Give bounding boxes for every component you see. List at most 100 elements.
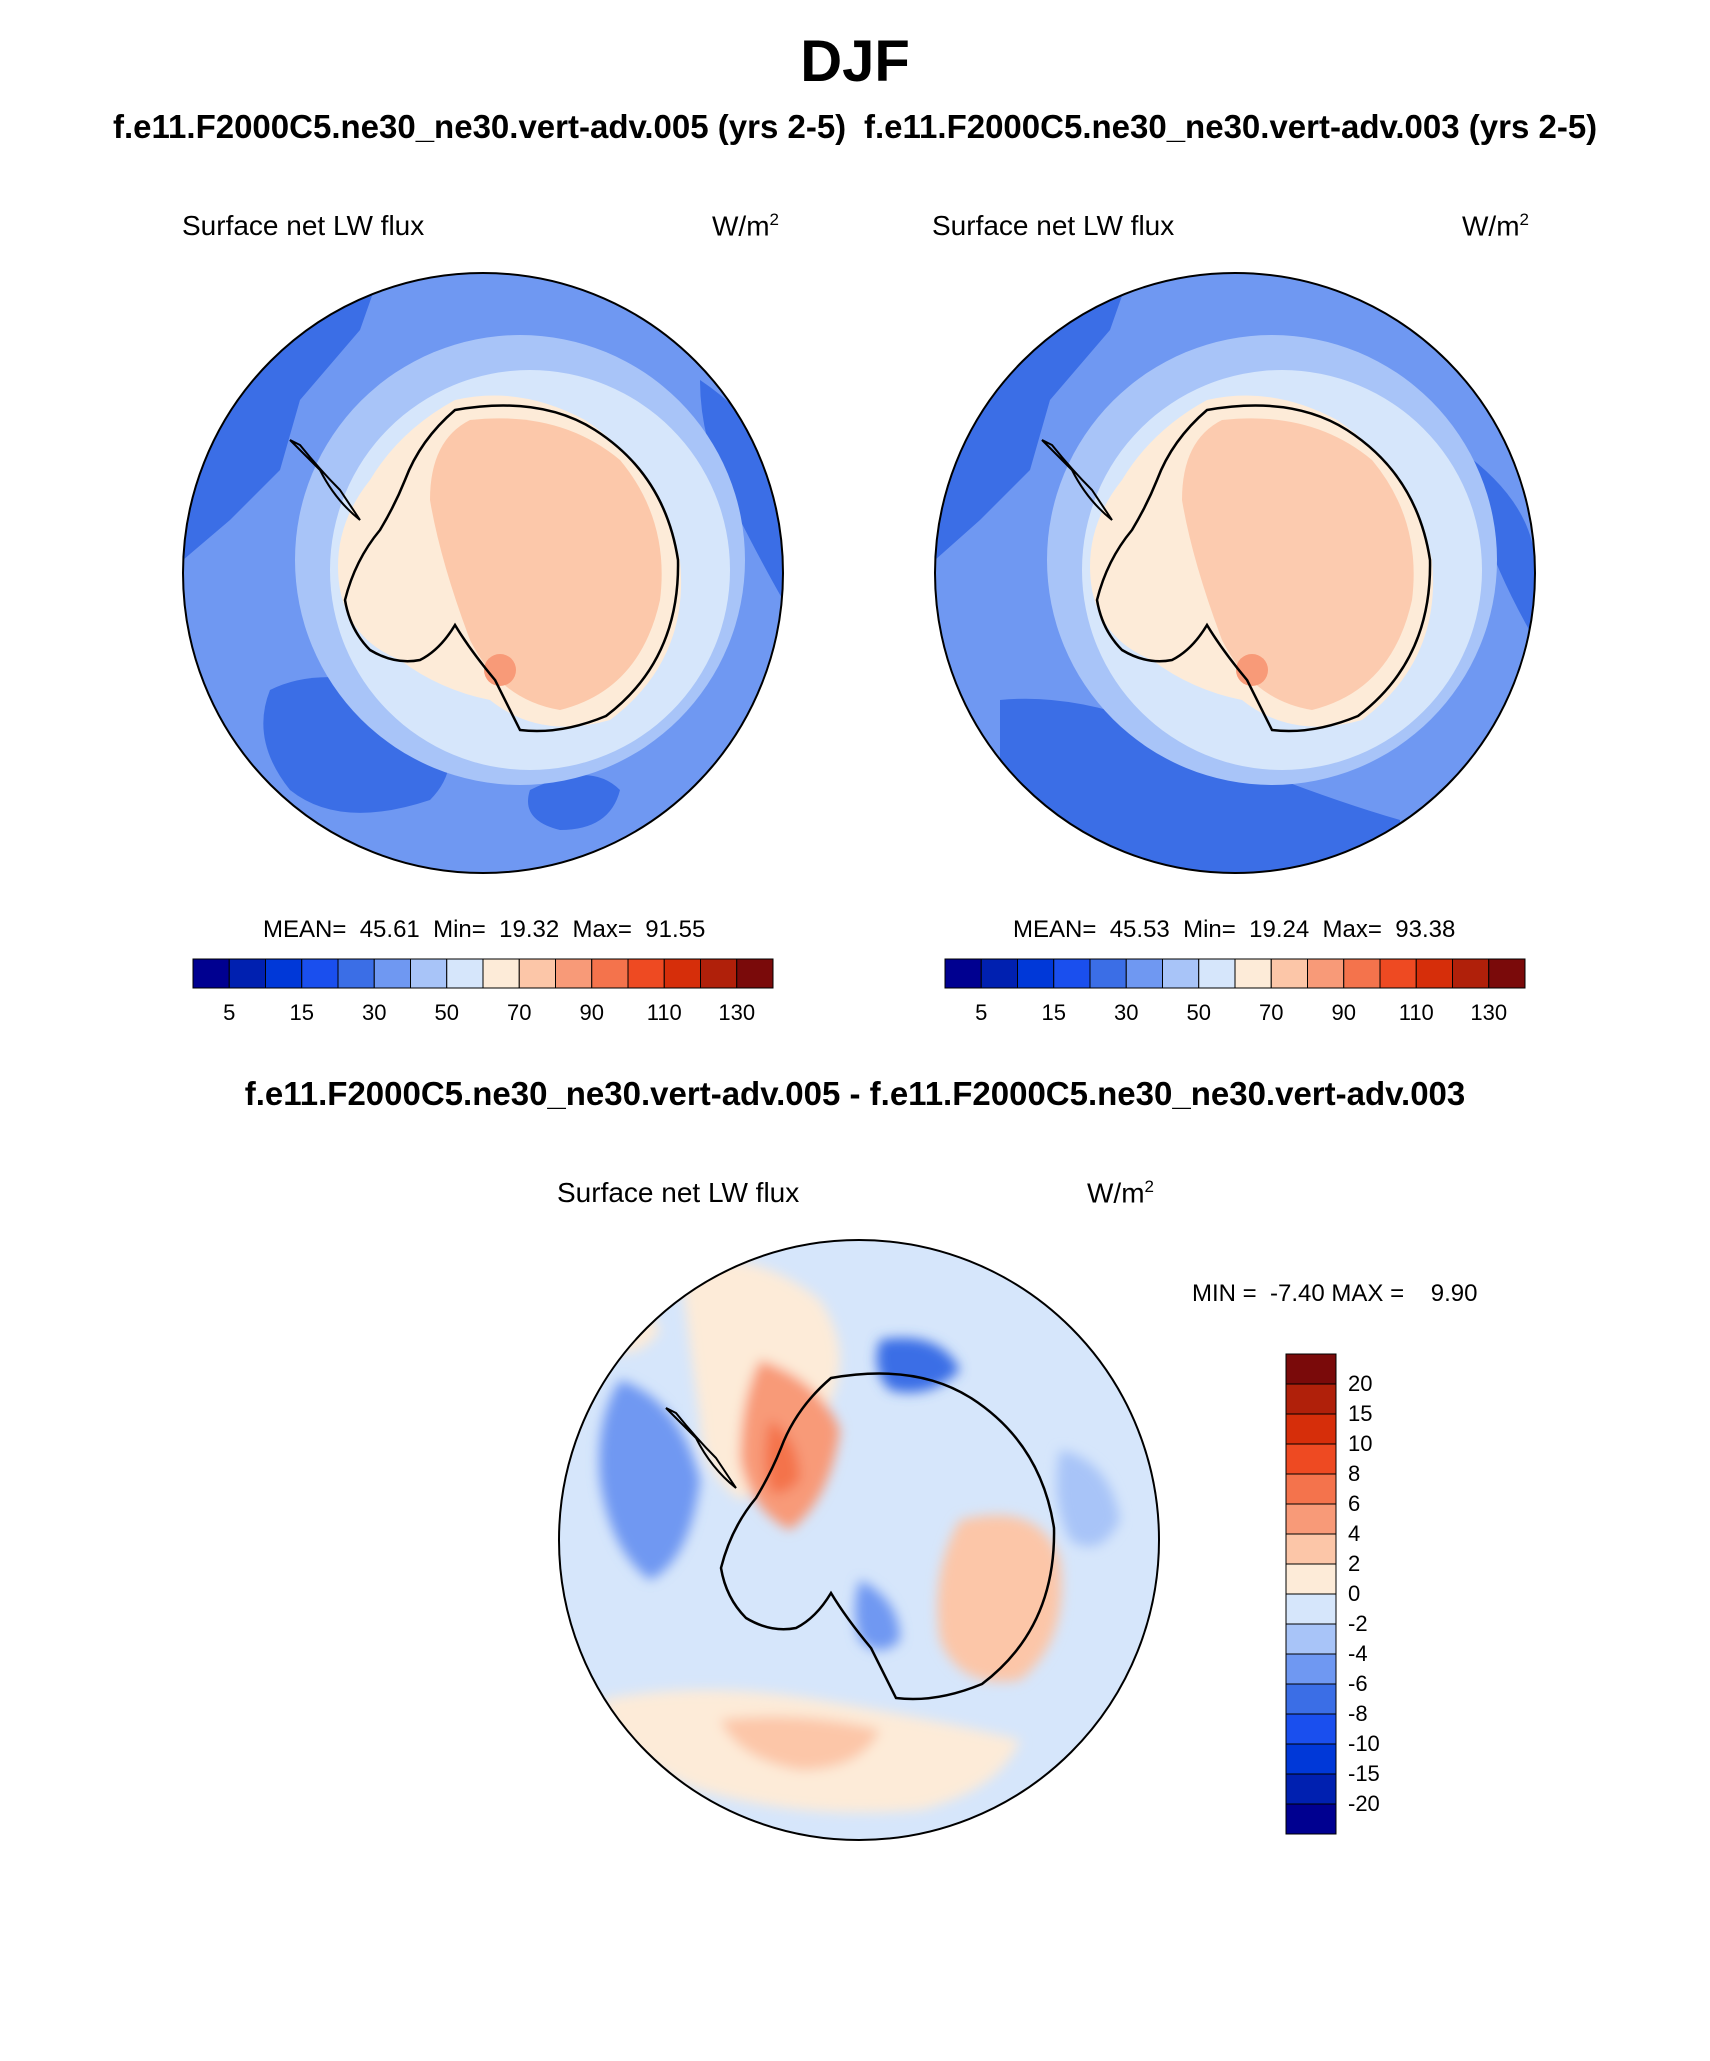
diff-variable-label: Surface net LW flux xyxy=(557,1177,800,1208)
diff-colorbar-tick-label: -15 xyxy=(1348,1761,1380,1786)
panel1-colorbar-tick-label: 50 xyxy=(434,1000,459,1025)
panel2-colorbar-swatch xyxy=(980,958,1018,989)
diff-colorbar-swatch xyxy=(1285,1563,1337,1595)
panel2-colorbar-tick-label: 70 xyxy=(1259,1000,1284,1025)
diff-colorbar-tick-label: -4 xyxy=(1348,1641,1368,1666)
diff-map xyxy=(558,1239,1160,1841)
panel2-colorbar-swatch xyxy=(1053,958,1091,989)
diff-colorbar xyxy=(1285,1353,1337,1835)
diff-colorbar-tick-label: -20 xyxy=(1348,1791,1380,1816)
panel1-colorbar-swatch xyxy=(736,958,774,989)
diff-colorbar-tick-label: -10 xyxy=(1348,1731,1380,1756)
panel2-colorbar-swatch xyxy=(1125,958,1163,989)
panel2-colorbar-tick-label: 5 xyxy=(975,1000,988,1025)
panel1-colorbar-swatch xyxy=(410,958,448,989)
panel1-colorbar-tick-label: 30 xyxy=(362,1000,387,1025)
diff-colorbar-swatch xyxy=(1285,1383,1337,1415)
panel2-colorbar-swatch xyxy=(1234,958,1272,989)
season-title: DJF xyxy=(800,29,910,94)
panel1-stats: MEAN= 45.61 Min= 19.32 Max= 91.55 xyxy=(263,916,706,943)
panel1-colorbar-tick-label: 15 xyxy=(289,1000,314,1025)
diff-stats: MIN = -7.40 MAX = 9.90 xyxy=(1192,1280,1478,1307)
diff-colorbar-tick-label: 10 xyxy=(1348,1431,1373,1456)
panel2-colorbar-swatch xyxy=(1162,958,1200,989)
diff-min: -7.40 xyxy=(1270,1280,1325,1307)
diff-colorbar-swatch xyxy=(1285,1773,1337,1805)
panel2-colorbar-swatch xyxy=(1307,958,1345,989)
panel2-min: 19.24 xyxy=(1249,916,1310,943)
panel2-colorbar-swatch xyxy=(1379,958,1417,989)
panel1-colorbar-tick-label: 130 xyxy=(718,1000,756,1025)
diff-colorbar-tick-label: 2 xyxy=(1348,1551,1361,1576)
diff-colorbar-tick-label: 8 xyxy=(1348,1461,1361,1486)
panel1-colorbar-swatch xyxy=(373,958,411,989)
diff-colorbar-swatch xyxy=(1285,1443,1337,1475)
panel1-colorbar xyxy=(192,958,774,989)
panel2-max: 93.38 xyxy=(1395,916,1456,943)
panel1-colorbar-swatch xyxy=(663,958,701,989)
diff-colorbar-tick-label: -8 xyxy=(1348,1701,1368,1726)
panel2-colorbar-swatch xyxy=(1343,958,1381,989)
panel1-min: 19.32 xyxy=(499,916,560,943)
diff-colorbar-tick-label: -6 xyxy=(1348,1671,1368,1696)
panel1-colorbar-swatch xyxy=(591,958,629,989)
panel2-colorbar-tick-label: 110 xyxy=(1398,1000,1434,1025)
diff-colorbar-swatch xyxy=(1285,1653,1337,1685)
diff-colorbar-swatch xyxy=(1285,1803,1337,1835)
panel2-map xyxy=(934,272,1536,874)
panel2-colorbar-swatch xyxy=(1089,958,1127,989)
diff-title: f.e11.F2000C5.ne30_ne30.vert-adv.005 - f… xyxy=(244,1075,1466,1112)
panel1-colorbar-swatch xyxy=(555,958,593,989)
panel2-colorbar-swatch xyxy=(1488,958,1526,989)
panel2-colorbar-swatch xyxy=(944,958,982,989)
diff-colorbar-tick-label: 15 xyxy=(1348,1401,1373,1426)
diff-colorbar-swatch xyxy=(1285,1353,1337,1385)
panel2-variable-label: Surface net LW flux xyxy=(932,210,1175,241)
panel1-colorbar-swatch xyxy=(192,958,230,989)
diff-colorbar-swatch xyxy=(1285,1473,1337,1505)
panel2-colorbar-tick-label: 15 xyxy=(1041,1000,1066,1025)
panel2-mean: 45.53 xyxy=(1109,916,1170,943)
panel1-colorbar-swatch xyxy=(518,958,556,989)
diff-colorbar-tick-label: -2 xyxy=(1348,1611,1368,1636)
panel2-colorbar-swatch xyxy=(1452,958,1490,989)
diff-colorbar-swatch xyxy=(1285,1503,1337,1535)
panel2-colorbar-tick-label: 50 xyxy=(1186,1000,1211,1025)
panel1-colorbar-swatch xyxy=(337,958,375,989)
panel1-max: 91.55 xyxy=(645,916,706,943)
diff-colorbar-tick-label: 0 xyxy=(1348,1581,1361,1606)
panel1-colorbar-swatch xyxy=(482,958,520,989)
panel1-mean: 45.61 xyxy=(359,916,420,943)
diff-max: 9.90 xyxy=(1430,1280,1478,1307)
panel2-colorbar-tick-label: 90 xyxy=(1331,1000,1356,1025)
panel2-colorbar xyxy=(944,958,1526,989)
panel1-colorbar-swatch xyxy=(228,958,266,989)
panel1-run-title: f.e11.F2000C5.ne30_ne30.vert-adv.005 (yr… xyxy=(113,108,847,145)
panel2-run-title: f.e11.F2000C5.ne30_ne30.vert-adv.003 (yr… xyxy=(864,108,1598,145)
diff-colorbar-swatch xyxy=(1285,1593,1337,1625)
panel1-colorbar-tick-label: 70 xyxy=(507,1000,532,1025)
panel2-colorbar-swatch xyxy=(1017,958,1055,989)
diff-colorbar-swatch xyxy=(1285,1683,1337,1715)
diff-colorbar-swatch xyxy=(1285,1713,1337,1745)
diff-colorbar-tick-label: 20 xyxy=(1348,1371,1373,1396)
panel1-colorbar-swatch xyxy=(700,958,738,989)
diff-colorbar-tick-label: 6 xyxy=(1348,1491,1361,1516)
panel1-units: W/m2 xyxy=(712,210,779,242)
diff-units: W/m2 xyxy=(1087,1177,1154,1209)
panel2-colorbar-tick-label: 30 xyxy=(1114,1000,1139,1025)
panel2-stats: MEAN= 45.53 Min= 19.24 Max= 93.38 xyxy=(1013,916,1456,943)
diff-colorbar-tick-label: 4 xyxy=(1348,1521,1361,1546)
panel1-colorbar-tick-label: 90 xyxy=(579,1000,604,1025)
diff-colorbar-swatch xyxy=(1285,1623,1337,1655)
diff-colorbar-swatch xyxy=(1285,1413,1337,1445)
panel2-colorbar-swatch xyxy=(1198,958,1236,989)
panel2-colorbar-tick-label: 130 xyxy=(1470,1000,1508,1025)
panel1-map xyxy=(182,272,784,874)
panel1-colorbar-swatch xyxy=(627,958,665,989)
panel1-colorbar-swatch xyxy=(265,958,303,989)
panel2-units: W/m2 xyxy=(1462,210,1529,242)
panel1-colorbar-tick-label: 110 xyxy=(646,1000,682,1025)
